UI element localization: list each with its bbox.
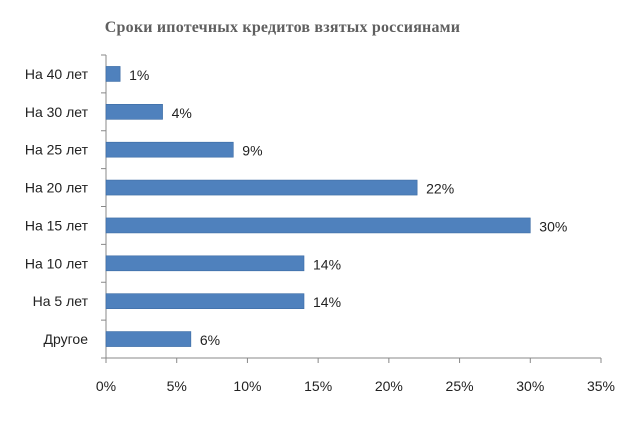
x-tick-label: 5% — [167, 378, 187, 394]
x-tick-label: 35% — [587, 378, 615, 394]
data-label: 1% — [129, 67, 149, 83]
bar — [105, 66, 121, 82]
x-tick-label: 20% — [375, 378, 403, 394]
category-label: На 40 лет — [25, 66, 89, 82]
bar — [105, 179, 418, 196]
data-label: 9% — [242, 143, 262, 159]
bar — [105, 104, 163, 120]
category-label: На 30 лет — [25, 104, 89, 120]
data-label: 22% — [426, 181, 454, 197]
data-label: 30% — [539, 218, 567, 234]
data-label: 6% — [200, 332, 220, 348]
bar — [105, 293, 305, 309]
category-label: На 10 лет — [25, 255, 89, 271]
x-tick-label: 25% — [446, 378, 474, 394]
category-label: На 15 лет — [25, 217, 89, 233]
chart-title: Сроки ипотечных кредитов взятых россияна… — [104, 19, 461, 36]
bar — [105, 331, 192, 347]
x-tick-label: 0% — [96, 378, 116, 394]
x-tick-label: 30% — [516, 378, 544, 394]
bar — [105, 141, 234, 158]
category-label: На 20 лет — [25, 180, 89, 196]
category-label: Другое — [44, 331, 89, 347]
data-label: 14% — [313, 294, 341, 310]
category-label: На 25 лет — [25, 142, 89, 158]
x-tick-label: 10% — [233, 378, 261, 394]
x-tick-label: 15% — [304, 378, 332, 394]
data-label: 14% — [313, 256, 341, 272]
category-label: На 5 лет — [33, 293, 89, 309]
data-label: 4% — [172, 105, 192, 121]
bar — [105, 255, 305, 272]
bar — [105, 217, 531, 234]
